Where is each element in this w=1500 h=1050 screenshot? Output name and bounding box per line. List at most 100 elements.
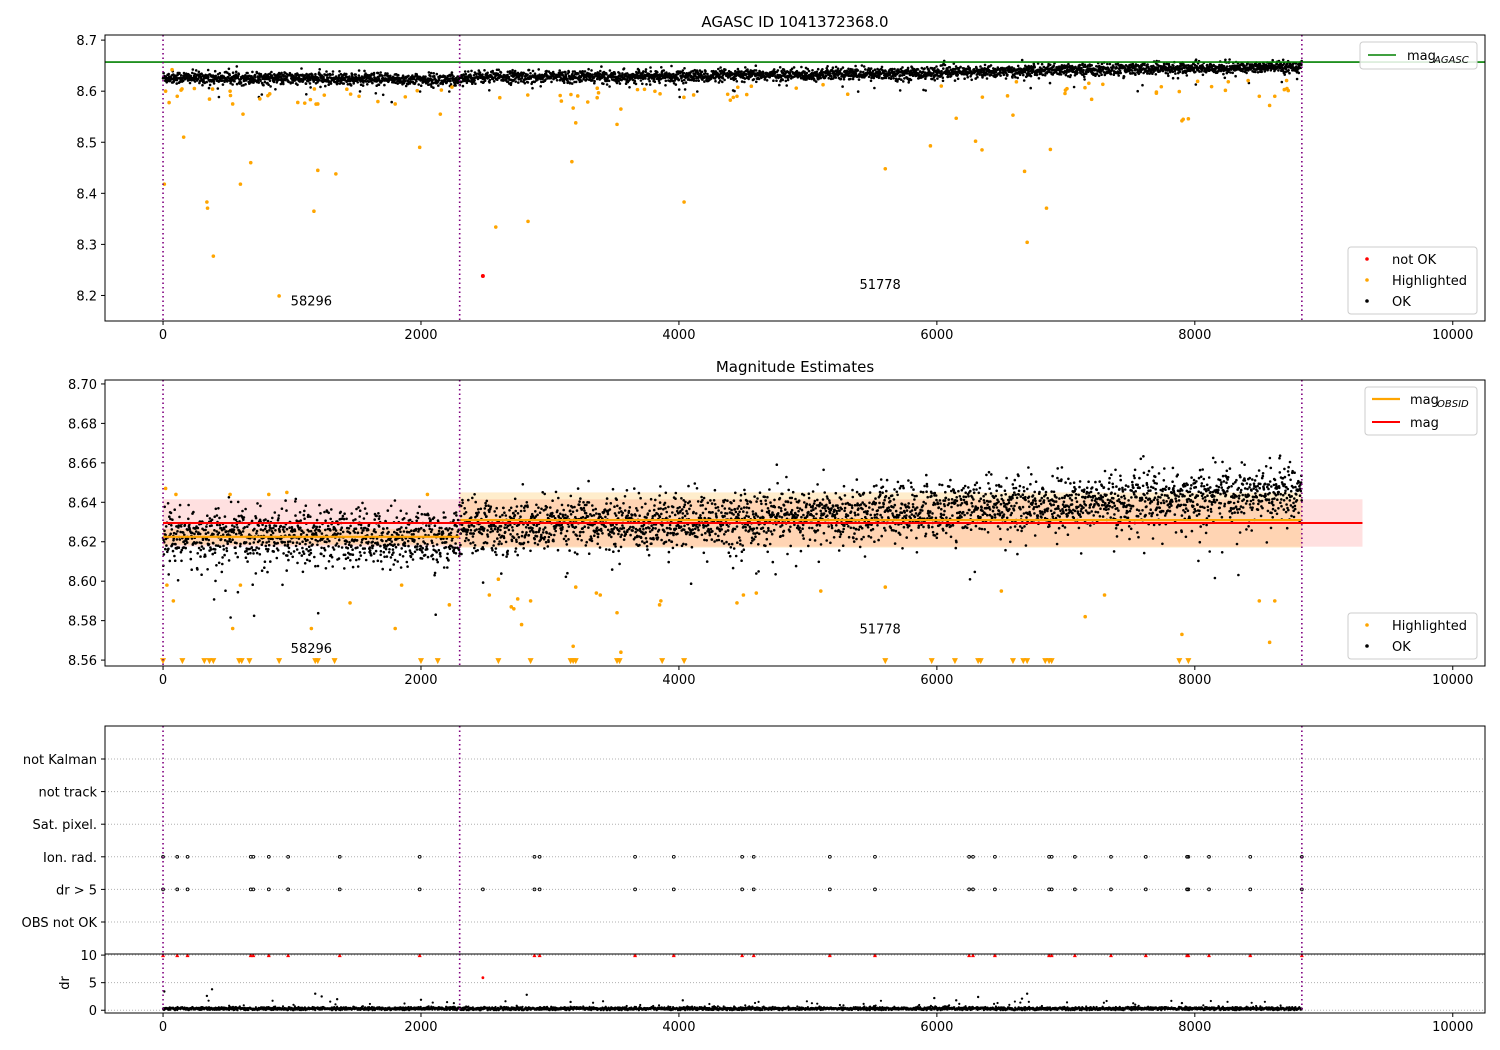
ok-point bbox=[776, 69, 780, 72]
highlighted-point bbox=[735, 94, 739, 99]
highlighted-point bbox=[393, 102, 397, 106]
ok-point bbox=[366, 528, 370, 532]
ok-point bbox=[221, 83, 225, 86]
ok-point bbox=[267, 540, 271, 543]
ok-point bbox=[803, 70, 806, 74]
highlighted-point bbox=[170, 67, 174, 72]
ok-point bbox=[301, 550, 305, 553]
ok-point bbox=[469, 74, 473, 78]
ok-point bbox=[197, 70, 201, 74]
ok-point bbox=[507, 75, 511, 79]
highlighted-point bbox=[205, 200, 209, 204]
ok-point bbox=[364, 558, 368, 562]
ok-point bbox=[221, 562, 224, 566]
ok-point bbox=[162, 553, 166, 556]
ok-point bbox=[972, 68, 976, 71]
ok-point bbox=[522, 71, 525, 75]
ok-point bbox=[621, 73, 624, 77]
ok-point bbox=[954, 65, 958, 68]
ok-point bbox=[842, 77, 846, 81]
ok-point bbox=[658, 81, 661, 85]
ok-point bbox=[386, 74, 390, 78]
ok-point bbox=[1200, 68, 1204, 72]
ok-point bbox=[221, 556, 224, 559]
ok-point bbox=[593, 81, 596, 85]
ok-point bbox=[266, 550, 270, 553]
ok-point bbox=[743, 77, 747, 80]
y-tick-label: 8.2 bbox=[76, 289, 97, 304]
ok-point bbox=[368, 549, 372, 552]
ok-point bbox=[385, 555, 389, 558]
ok-point bbox=[878, 74, 881, 78]
ok-point bbox=[196, 526, 200, 530]
ok-point bbox=[375, 514, 379, 518]
ok-point bbox=[358, 90, 362, 93]
ok-point bbox=[1029, 74, 1033, 78]
ok-point bbox=[873, 86, 876, 90]
ok-point bbox=[467, 70, 470, 73]
ok-point bbox=[740, 80, 744, 83]
ok-point bbox=[349, 553, 353, 556]
ok-point bbox=[259, 528, 263, 531]
ok-point bbox=[734, 77, 737, 81]
ok-point bbox=[303, 517, 306, 520]
ok-point bbox=[252, 552, 255, 555]
ok-point bbox=[241, 530, 245, 533]
ok-point bbox=[429, 74, 432, 78]
ok-point bbox=[717, 67, 720, 71]
ok-point bbox=[1082, 68, 1085, 72]
ok-point bbox=[1154, 73, 1158, 76]
ok-point bbox=[322, 75, 325, 79]
ok-point bbox=[176, 530, 179, 533]
ok-point bbox=[693, 68, 697, 72]
ok-point bbox=[342, 517, 346, 521]
ok-point bbox=[175, 82, 178, 85]
highlighted-point bbox=[1048, 147, 1053, 152]
ok-point bbox=[956, 73, 960, 76]
legend-marker bbox=[1365, 278, 1369, 282]
ok-point bbox=[792, 66, 796, 69]
highlighted-point bbox=[1014, 80, 1019, 84]
ok-point bbox=[1085, 72, 1088, 75]
ok-point bbox=[580, 79, 583, 83]
ok-point bbox=[492, 80, 496, 83]
highlighted-point bbox=[1284, 78, 1289, 83]
ok-point bbox=[1279, 62, 1282, 65]
ok-point bbox=[362, 529, 365, 532]
highlighted-point bbox=[558, 93, 562, 98]
ok-point bbox=[305, 93, 308, 96]
ok-point bbox=[202, 547, 205, 550]
ok-point bbox=[864, 68, 867, 71]
ok-point bbox=[841, 85, 844, 88]
ok-point bbox=[248, 74, 251, 78]
highlighted-point bbox=[241, 112, 245, 116]
ok-point bbox=[437, 84, 440, 87]
highlighted-point bbox=[205, 206, 210, 210]
ok-point bbox=[316, 543, 319, 547]
ok-point bbox=[859, 70, 862, 74]
ok-point bbox=[364, 537, 368, 540]
ok-point bbox=[1072, 85, 1076, 89]
ok-point bbox=[526, 81, 530, 84]
ok-point bbox=[890, 67, 894, 71]
ok-point bbox=[206, 531, 210, 534]
ok-point bbox=[536, 78, 539, 81]
highlighted-point bbox=[1087, 81, 1091, 86]
ok-point bbox=[320, 532, 324, 535]
ok-point bbox=[268, 79, 272, 83]
ok-point bbox=[933, 66, 936, 70]
ok-point bbox=[291, 555, 295, 559]
ok-point bbox=[1059, 73, 1063, 76]
ok-point bbox=[1016, 64, 1020, 68]
highlighted-point bbox=[635, 87, 640, 92]
ok-point bbox=[387, 551, 391, 554]
ok-point bbox=[283, 525, 286, 529]
highlighted-point bbox=[175, 94, 180, 99]
ok-point bbox=[472, 74, 476, 77]
ok-point bbox=[219, 538, 223, 541]
ok-point bbox=[887, 76, 891, 80]
legend-label-mag: mag bbox=[1407, 49, 1436, 64]
ok-point bbox=[1164, 71, 1168, 75]
ok-point bbox=[186, 537, 190, 540]
